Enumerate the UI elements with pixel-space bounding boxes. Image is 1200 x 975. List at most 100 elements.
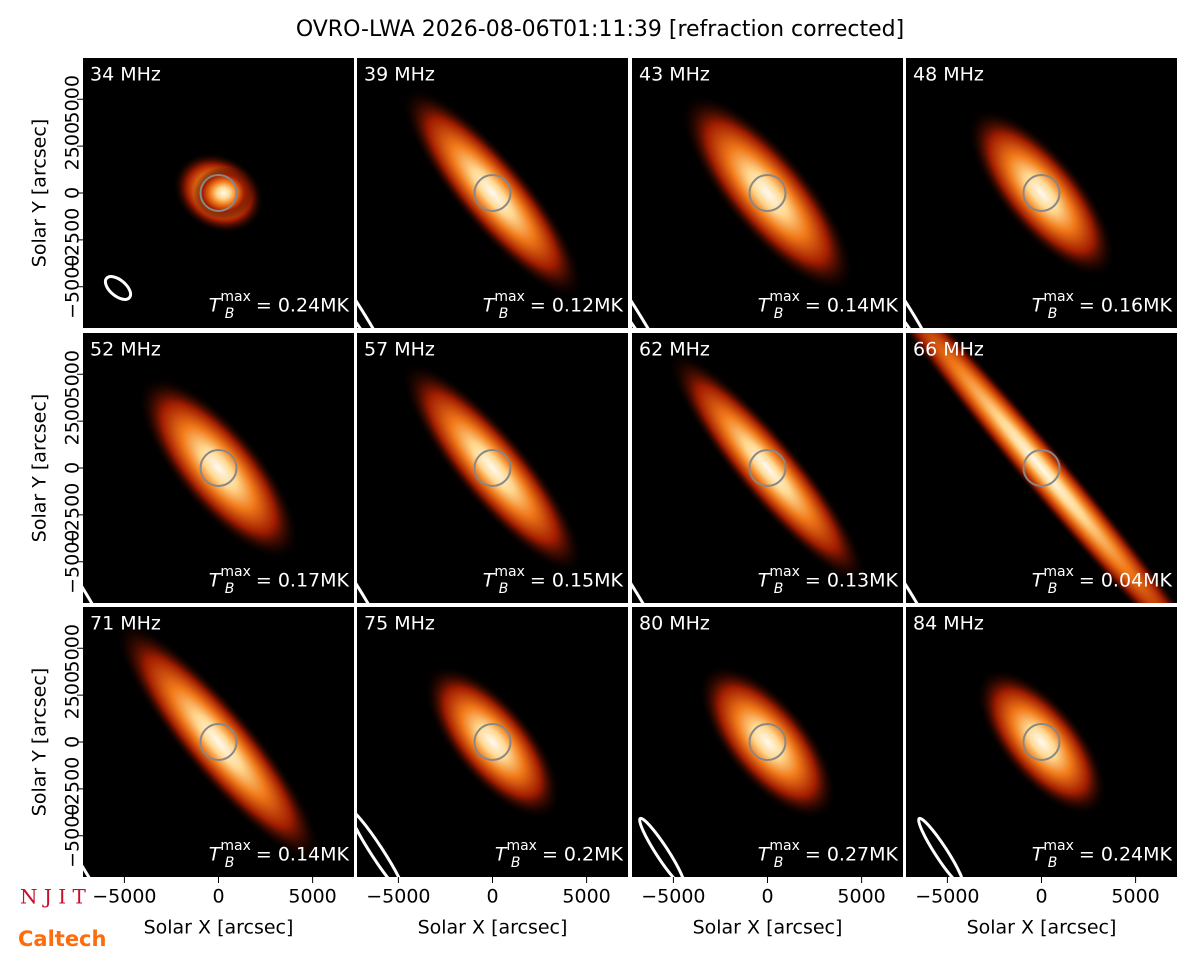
tb-symbol: T	[483, 570, 496, 592]
panel-image	[83, 375, 300, 603]
beam	[917, 816, 965, 877]
emission	[680, 93, 855, 293]
y-tick-label: 2500	[62, 122, 84, 170]
tb-sup: max	[220, 838, 251, 854]
tb-max-label: = 0.17MK	[256, 570, 350, 592]
tb-sub: B	[1048, 855, 1058, 871]
tb-max-label: = 0.15MK	[530, 570, 624, 592]
tb-max-label: = 0.2MK	[542, 844, 624, 866]
tb-sup: max	[1043, 564, 1074, 580]
tb-sub: B	[774, 855, 784, 871]
chart-title: OVRO-LWA 2026-08-06T01:11:39 [refraction…	[296, 17, 904, 42]
solar-disk	[748, 723, 787, 761]
x-tick-label: 5000	[288, 886, 336, 908]
emission	[193, 167, 254, 219]
solar-disk	[199, 449, 238, 487]
tb-symbol: T	[1032, 844, 1045, 866]
tb-sup: max	[220, 564, 251, 580]
x-tick-label: 5000	[562, 886, 610, 908]
solar-disk	[1022, 449, 1061, 487]
y-axis-label: Solar Y [arcsec]	[29, 394, 51, 542]
tb-max-label: = 0.27MK	[805, 844, 899, 866]
tb-sub: B	[225, 855, 235, 871]
y-tick-label: −2500	[62, 757, 84, 821]
emission	[668, 351, 867, 585]
tb-max-label: = 0.24MK	[256, 295, 350, 317]
tb-max-label: = 0.24MK	[1079, 844, 1173, 866]
y-axis-label: Solar Y [arcsec]	[29, 668, 51, 816]
tb-sup: max	[1043, 289, 1074, 305]
x-tick-label: 0	[1035, 886, 1047, 908]
solar-disk	[1022, 723, 1061, 761]
beam	[103, 275, 133, 301]
panel-image	[357, 362, 584, 603]
tb-symbol: T	[1032, 570, 1045, 592]
y-tick-label: 5000	[62, 624, 84, 672]
logo-njit: N J I T	[20, 885, 86, 909]
frequency-label: 43 MHz	[639, 64, 710, 86]
x-axis-label: Solar X [arcsec]	[967, 917, 1117, 939]
x-tick-label: 5000	[837, 886, 885, 908]
x-axis-label: Solar X [arcsec]	[144, 917, 294, 939]
x-tick-label: 0	[486, 886, 498, 908]
tb-sub: B	[774, 581, 784, 597]
tb-symbol: T	[758, 295, 771, 317]
tb-sub: B	[499, 306, 509, 322]
solar-disk	[199, 723, 238, 761]
emission	[967, 108, 1116, 278]
tb-max-label: = 0.16MK	[1079, 295, 1173, 317]
tb-sup: max	[769, 838, 800, 854]
solar-disk	[473, 174, 512, 212]
frequency-label: 48 MHz	[913, 64, 984, 86]
emission	[401, 362, 584, 574]
tb-sup: max	[1043, 838, 1074, 854]
panel-image	[103, 152, 265, 301]
tb-sub: B	[225, 306, 235, 322]
x-tick-label: −5000	[915, 886, 979, 908]
solar-disk	[473, 449, 512, 487]
solar-disk	[1022, 174, 1061, 212]
tb-max-label: = 0.13MK	[805, 570, 899, 592]
solar-disk	[199, 174, 238, 212]
y-tick-label: 5000	[62, 75, 84, 123]
emission	[698, 664, 837, 820]
panel-image	[83, 621, 322, 877]
tb-symbol: T	[758, 570, 771, 592]
y-tick-label: 0	[62, 462, 84, 474]
tb-sup: max	[769, 289, 800, 305]
emission	[137, 375, 300, 561]
tb-sub: B	[499, 581, 509, 597]
x-tick-label: 0	[761, 886, 773, 908]
y-tick-label: −5000	[62, 530, 84, 594]
y-axis-label: Solar Y [arcsec]	[29, 119, 51, 267]
panel-image	[906, 108, 1116, 328]
y-tick-label: −5000	[62, 255, 84, 319]
y-tick-label: 2500	[62, 397, 84, 445]
panel-image	[357, 664, 561, 877]
tb-max-label: = 0.12MK	[530, 295, 624, 317]
frequency-label: 84 MHz	[913, 613, 984, 635]
tb-max-label: = 0.14MK	[805, 295, 899, 317]
emission	[115, 621, 322, 863]
tb-sup: max	[494, 564, 525, 580]
x-axis-label: Solar X [arcsec]	[418, 917, 568, 939]
frequency-label: 52 MHz	[90, 339, 161, 361]
frequency-label: 71 MHz	[90, 613, 161, 635]
frequency-label: 62 MHz	[639, 339, 710, 361]
tb-symbol: T	[209, 844, 222, 866]
tb-symbol: T	[209, 570, 222, 592]
x-tick-label: 0	[212, 886, 224, 908]
frequency-label: 75 MHz	[364, 613, 435, 635]
tb-sup: max	[220, 289, 251, 305]
